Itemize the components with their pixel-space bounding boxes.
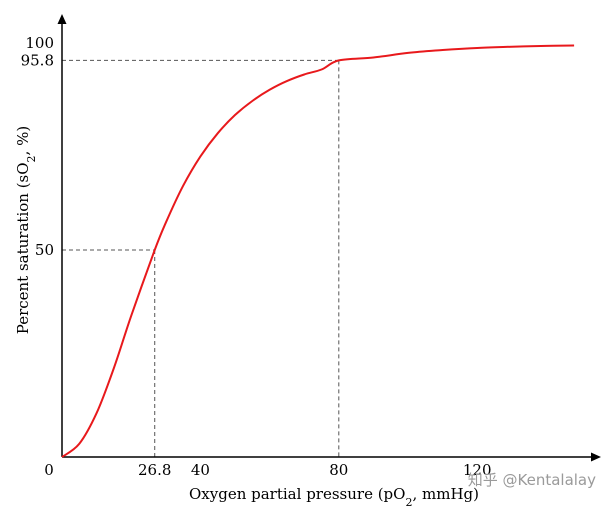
x-tick-label-2: 40 <box>191 461 210 479</box>
series-layer <box>61 44 575 458</box>
x-axis-title: Oxygen partial pressure (pO2, mmHg) <box>189 485 479 507</box>
y-tick-label-0: 50 <box>35 241 54 259</box>
x-tick-label-4: 120 <box>463 461 492 479</box>
y-tick-label-1: 95.8 <box>21 51 54 69</box>
y-axis-title: Percent saturation (sO2, %) <box>14 126 38 334</box>
axes <box>57 14 601 462</box>
x-tick-label-1: 26.8 <box>138 461 171 479</box>
x-tick-label-0: 0 <box>44 461 54 479</box>
reference-lines <box>62 59 340 457</box>
y-axis-arrow <box>57 14 67 24</box>
saturation-curve-0 <box>61 44 575 458</box>
x-tick-label-3: 80 <box>329 461 348 479</box>
x-axis-arrow <box>591 452 601 462</box>
watermark: 知乎 @Kentalalay <box>468 471 596 489</box>
y-tick-label-2: 100 <box>25 34 54 52</box>
